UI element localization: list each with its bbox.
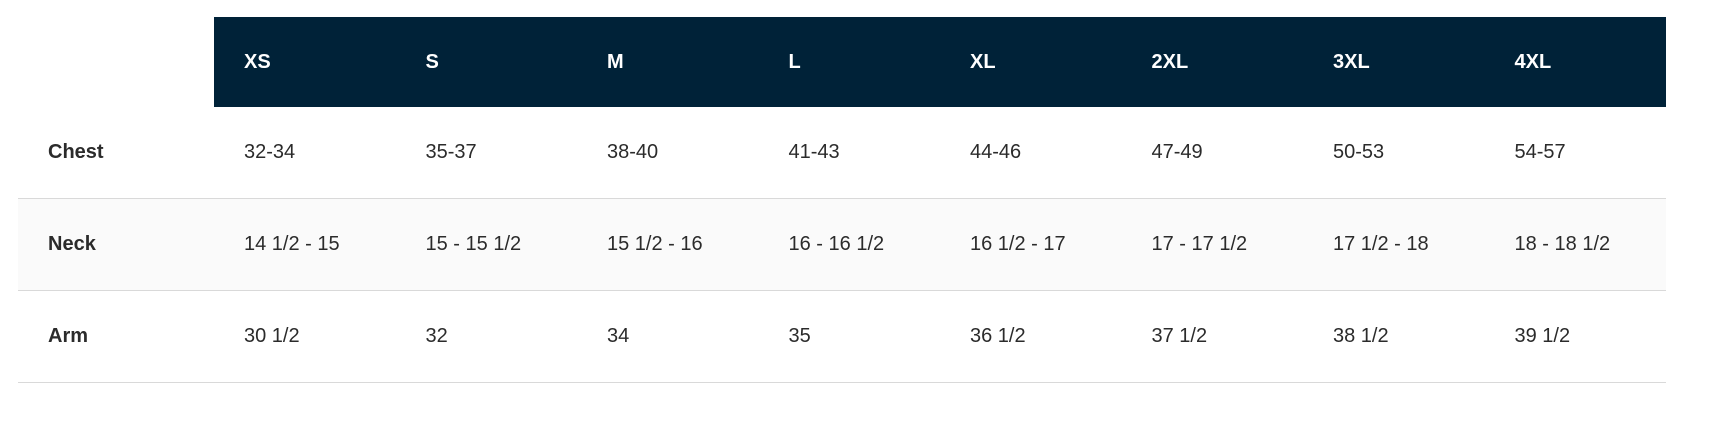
measure-cell: 14 1/2 - 15 (214, 198, 396, 291)
measure-cell: 34 (577, 290, 759, 383)
row-label: Chest (18, 107, 214, 199)
measure-row: Arm 30 1/2 32 34 35 36 1/2 37 1/2 38 1/2 39 1/2 (18, 290, 1666, 383)
size-header: M (577, 17, 759, 107)
table-body: Chest 32-34 35-37 38-40 41-43 44-46 47-49 50-53… (18, 107, 1666, 383)
measure-cell: 36 1/2 (940, 290, 1122, 383)
measure-cell: 41-43 (758, 107, 940, 199)
measure-cell: 15 - 15 1/2 (395, 198, 577, 291)
measure-cell: 44-46 (940, 107, 1122, 199)
measure-cell: 32 (395, 290, 577, 383)
header-row: XS S M L XL 2XL 3XL 4XL (18, 17, 1666, 107)
measure-cell: 16 - 16 1/2 (758, 198, 940, 291)
measure-row: Neck 14 1/2 - 15 15 - 15 1/2 15 1/2 - 16 16 … (18, 198, 1666, 291)
size-header: 2XL (1121, 17, 1303, 107)
measure-cell: 54-57 (1484, 107, 1666, 199)
measure-cell: 39 1/2 (1484, 290, 1666, 383)
measure-cell: 38-40 (577, 107, 759, 199)
measure-row: Chest 32-34 35-37 38-40 41-43 44-46 47-49 50-53… (18, 107, 1666, 199)
row-label: Arm (18, 290, 214, 383)
measure-cell: 35-37 (395, 107, 577, 199)
measure-cell: 17 - 17 1/2 (1121, 198, 1303, 291)
measure-cell: 17 1/2 - 18 (1303, 198, 1485, 291)
size-header: XS (214, 17, 396, 107)
measure-cell: 38 1/2 (1303, 290, 1485, 383)
size-header: S (395, 17, 577, 107)
measure-cell: 50-53 (1303, 107, 1485, 199)
size-header: 3XL (1303, 17, 1485, 107)
measure-cell: 16 1/2 - 17 (940, 198, 1122, 291)
size-header: L (758, 17, 940, 107)
row-label: Neck (18, 198, 214, 291)
size-header: 4XL (1484, 17, 1666, 107)
measure-cell: 37 1/2 (1121, 290, 1303, 383)
measure-cell: 47-49 (1121, 107, 1303, 199)
size-header: XL (940, 17, 1122, 107)
corner-cell (18, 17, 214, 107)
size-chart: XS S M L XL 2XL 3XL 4XL Chest 32-34 35-37 38-40 41-… (18, 17, 1666, 383)
measure-cell: 18 - 18 1/2 (1484, 198, 1666, 291)
measure-cell: 32-34 (214, 107, 396, 199)
measure-cell: 35 (758, 290, 940, 383)
measure-cell: 15 1/2 - 16 (577, 198, 759, 291)
measure-cell: 30 1/2 (214, 290, 396, 383)
